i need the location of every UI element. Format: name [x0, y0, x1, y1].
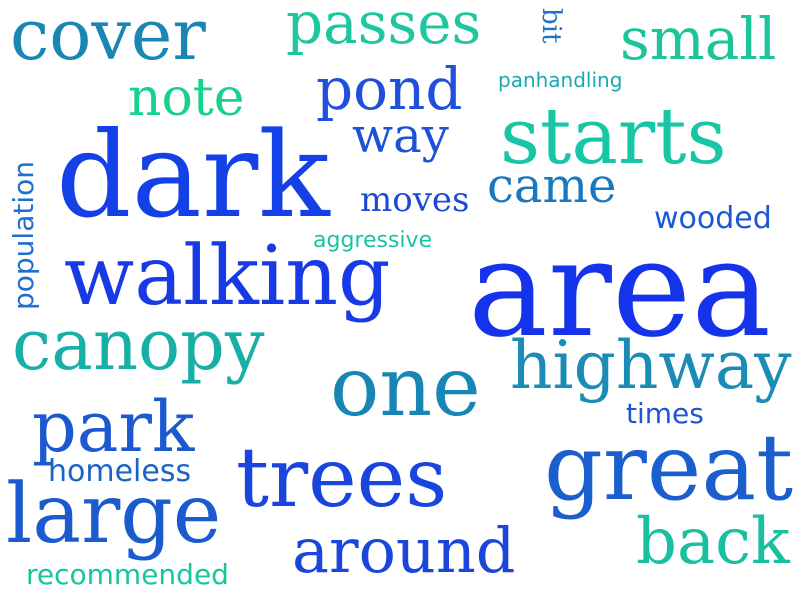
word-homeless: homeless: [48, 454, 192, 489]
word-dark: dark: [56, 106, 330, 244]
word-recommended: recommended: [26, 558, 229, 591]
word-wooded: wooded: [654, 201, 772, 236]
word-one: one: [330, 340, 481, 435]
word-small: small: [620, 5, 777, 73]
word-cover: cover: [10, 0, 206, 76]
word-passes: passes: [286, 0, 482, 57]
word-around: around: [292, 514, 516, 587]
word-walking: walking: [64, 229, 391, 324]
word-way: way: [352, 108, 449, 164]
word-area: area: [468, 211, 772, 367]
word-large: large: [6, 467, 222, 562]
word-starts: starts: [500, 92, 727, 182]
word-highway: highway: [510, 327, 792, 404]
word-bit: bit: [536, 8, 566, 44]
word-park: park: [32, 386, 195, 468]
word-times: times: [626, 397, 704, 430]
word-panhandling: panhandling: [498, 68, 623, 92]
word-came: came: [487, 158, 617, 214]
word-pond: pond: [316, 55, 463, 123]
word-trees: trees: [236, 431, 448, 526]
word-moves: moves: [360, 180, 470, 220]
word-note: note: [128, 68, 245, 128]
word-population: population: [7, 161, 40, 310]
word-back: back: [636, 505, 790, 579]
word-aggressive: aggressive: [313, 228, 433, 253]
word-canopy: canopy: [12, 304, 265, 386]
word-great: great: [544, 414, 794, 521]
